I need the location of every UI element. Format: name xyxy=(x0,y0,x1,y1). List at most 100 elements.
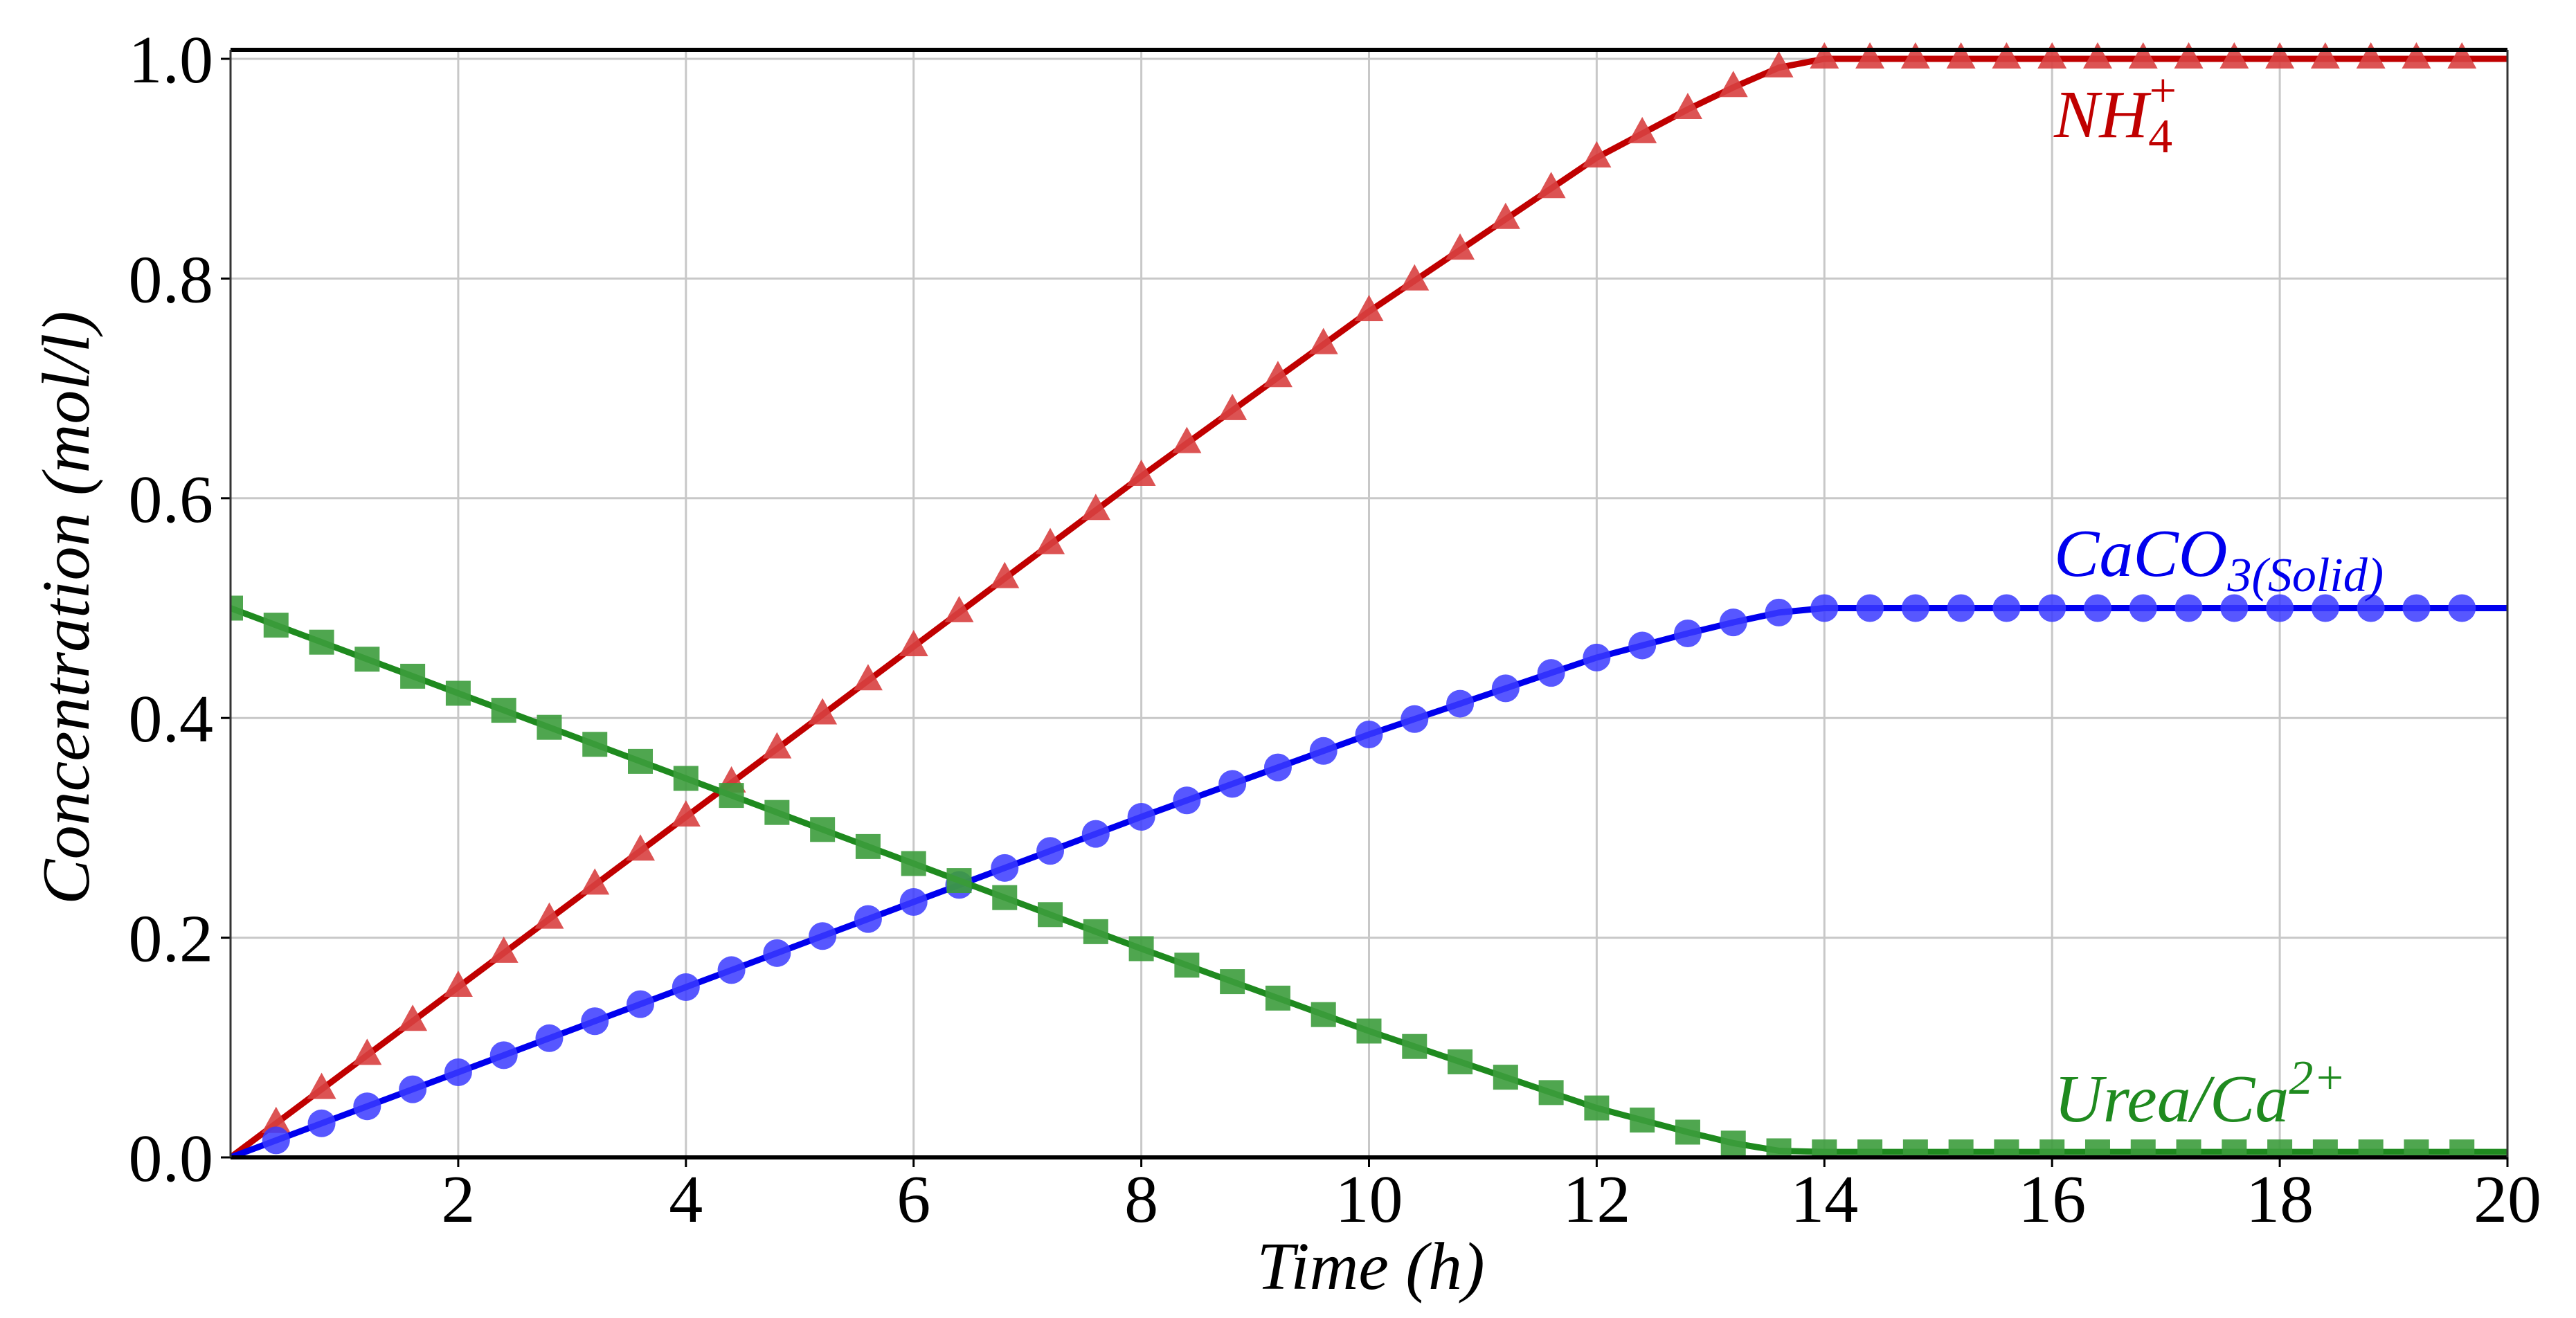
x-tick-label: 14 xyxy=(1790,1162,1858,1237)
data-point-circle xyxy=(1309,737,1337,765)
data-point-triangle xyxy=(1628,116,1657,143)
data-point-circle xyxy=(2357,594,2385,622)
data-point-square xyxy=(445,680,471,706)
data-point-circle xyxy=(1901,594,1929,622)
data-point-square xyxy=(1448,1049,1473,1074)
data-point-square xyxy=(1948,1139,1974,1157)
data-point-circle xyxy=(307,1109,336,1137)
data-point-triangle xyxy=(1308,327,1338,354)
data-point-square xyxy=(764,800,790,825)
data-point-circle xyxy=(1218,770,1247,798)
data-point-triangle xyxy=(1946,42,1976,69)
data-point-square xyxy=(1265,985,1290,1011)
data-point-triangle xyxy=(1172,426,1202,453)
data-point-circle xyxy=(627,990,655,1018)
data-point-square xyxy=(2176,1139,2201,1157)
data-point-circle xyxy=(2083,594,2111,622)
data-point-square xyxy=(1584,1095,1610,1121)
data-point-circle xyxy=(854,905,882,933)
x-tick-label: 8 xyxy=(1124,1162,1158,1237)
series-label-main: CaCO xyxy=(2054,516,2228,591)
data-point-square xyxy=(1720,1130,1746,1156)
data-point-circle xyxy=(1263,753,1292,782)
data-point-square xyxy=(719,783,744,809)
y-axis-label: Concentration (mol/l) xyxy=(29,311,104,904)
data-point-square xyxy=(2267,1139,2293,1157)
data-point-triangle xyxy=(1810,42,1839,69)
data-point-triangle xyxy=(990,561,1020,588)
data-point-circle xyxy=(1036,837,1065,865)
data-point-square xyxy=(1812,1139,1837,1157)
data-point-triangle xyxy=(2219,42,2249,69)
series-label-main: NH xyxy=(2053,78,2152,152)
data-point-triangle xyxy=(398,1004,428,1031)
data-point-triangle xyxy=(2037,42,2067,69)
data-point-triangle xyxy=(1445,233,1475,260)
data-point-circle xyxy=(535,1024,564,1052)
series-label: NH4+ xyxy=(2053,64,2179,163)
data-point-circle xyxy=(581,1007,609,1036)
y-tick-label: 0.6 xyxy=(129,462,214,537)
data-point-circle xyxy=(1583,643,1611,671)
data-point-square xyxy=(1538,1080,1564,1105)
data-point-square xyxy=(2449,1139,2475,1157)
data-point-square xyxy=(1493,1065,1518,1090)
data-point-triangle xyxy=(899,630,928,657)
data-point-square xyxy=(1083,919,1108,944)
data-point-triangle xyxy=(534,902,564,929)
data-point-circle xyxy=(1491,674,1520,703)
series-label: CaCO3(Solid) xyxy=(2054,516,2384,602)
data-point-circle xyxy=(1719,608,1747,637)
data-point-triangle xyxy=(1081,494,1110,521)
data-point-triangle xyxy=(2356,42,2386,69)
data-point-square xyxy=(992,885,1018,910)
series-triangle xyxy=(231,42,2507,1157)
data-point-triangle xyxy=(808,698,838,725)
data-point-square xyxy=(2039,1139,2065,1157)
data-point-triangle xyxy=(1036,527,1065,554)
data-point-circle xyxy=(1628,631,1657,660)
data-point-circle xyxy=(1947,594,1975,622)
data-point-triangle xyxy=(1582,141,1612,168)
data-point-triangle xyxy=(1218,393,1248,420)
x-tick-label: 2 xyxy=(441,1162,475,1237)
data-point-square xyxy=(400,663,426,689)
grid xyxy=(231,50,2509,1159)
data-point-triangle xyxy=(1126,460,1156,487)
data-point-square xyxy=(1766,1138,1792,1157)
data-point-triangle xyxy=(944,595,974,622)
data-point-triangle xyxy=(443,971,473,997)
y-tick-label: 0.8 xyxy=(129,242,214,317)
x-tick-label: 18 xyxy=(2246,1162,2314,1237)
data-point-circle xyxy=(2448,594,2476,622)
data-point-triangle xyxy=(626,834,656,861)
data-point-circle xyxy=(899,888,928,917)
data-point-triangle xyxy=(2174,42,2204,69)
data-point-circle xyxy=(2220,594,2249,622)
data-point-circle xyxy=(262,1126,290,1155)
data-point-triangle xyxy=(2310,42,2340,69)
data-point-circle xyxy=(809,922,837,950)
data-point-circle xyxy=(399,1075,427,1103)
data-point-triangle xyxy=(489,936,519,963)
data-point-triangle xyxy=(1855,42,1885,69)
data-point-triangle xyxy=(352,1038,382,1065)
data-point-triangle xyxy=(2128,42,2158,69)
data-point-triangle xyxy=(2265,42,2295,69)
y-tick-label: 0.0 xyxy=(129,1121,214,1196)
data-point-circle xyxy=(2311,594,2339,622)
data-point-triangle xyxy=(853,664,883,691)
data-point-circle xyxy=(1355,721,1383,749)
data-point-circle xyxy=(489,1041,518,1069)
data-point-square xyxy=(309,629,334,655)
data-point-square xyxy=(855,833,881,859)
y-tick-label: 0.4 xyxy=(129,682,214,757)
data-point-triangle xyxy=(1992,42,2021,69)
data-point-triangle xyxy=(261,1106,291,1133)
data-point-triangle xyxy=(2447,42,2477,69)
series-label-superscript: 2+ xyxy=(2289,1051,2345,1105)
data-point-circle xyxy=(1127,803,1155,831)
data-point-circle xyxy=(1810,594,1839,622)
series-label-subscript: 4 xyxy=(2148,110,2172,163)
data-point-triangle xyxy=(1673,93,1702,120)
